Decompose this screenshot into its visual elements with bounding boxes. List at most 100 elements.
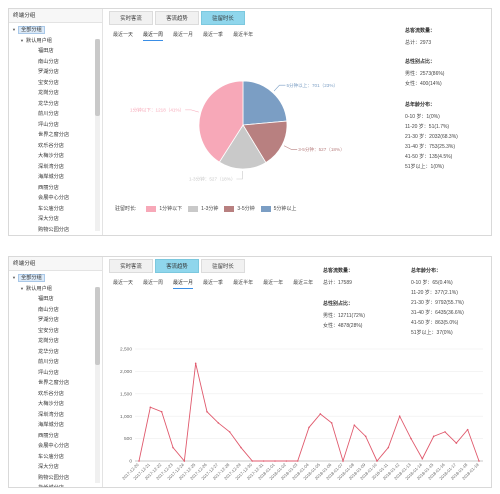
- tree-store-item[interactable]: 龙岗分店: [38, 338, 59, 344]
- caret-down-icon[interactable]: ▼: [12, 27, 16, 32]
- tree-store-item[interactable]: 购物公园分店: [38, 474, 70, 481]
- tree-store-item[interactable]: 罗湖分店: [38, 317, 59, 323]
- range-month[interactable]: 最近一月: [173, 279, 194, 289]
- y-tick-label: 1,500: [120, 391, 132, 397]
- range-week[interactable]: 最近一周: [143, 280, 164, 286]
- stats-block: 总客流数量： 总计：2973 总性别占比： 男性：2573(86%) 女性：40…: [405, 27, 458, 172]
- tree-store-item[interactable]: 龙岗分店: [38, 90, 59, 96]
- range-halfyear[interactable]: 最近半年: [233, 280, 254, 286]
- tree-store-item[interactable]: 龙华分店: [38, 100, 59, 107]
- tab-realtime[interactable]: 实时客流: [109, 259, 153, 273]
- tree-store-item[interactable]: 车公庙分店: [38, 205, 64, 212]
- tab-dwell[interactable]: 驻留时长: [201, 11, 245, 25]
- tab-trend[interactable]: 客流趋势: [155, 11, 199, 25]
- tree-store-item[interactable]: 海岸城分店: [38, 174, 64, 180]
- tree-store-item[interactable]: 深大分店: [38, 464, 59, 470]
- legend-swatch: [188, 205, 199, 212]
- tree-group-label[interactable]: 默认用户组: [26, 285, 52, 292]
- tree-store-item[interactable]: 车公庙分店: [38, 453, 64, 460]
- tree-store-item[interactable]: 宝安分店: [38, 79, 59, 86]
- data-point: [319, 413, 322, 415]
- scroll-thumb[interactable]: [95, 287, 100, 366]
- tree-store-item[interactable]: 世界之窗分店: [38, 380, 70, 386]
- tree-store-item[interactable]: 深圳湾分店: [38, 411, 64, 418]
- tree-store-item[interactable]: 西丽分店: [38, 432, 59, 439]
- tree-store-item[interactable]: 福田店: [38, 48, 54, 54]
- tree-group[interactable]: ▼ 默认用户组: [12, 36, 102, 47]
- gender-male: 男性：12711(72%): [323, 313, 365, 319]
- scroll-thumb[interactable]: [95, 39, 100, 116]
- legend-item-3[interactable]: 5分钟以上: [260, 205, 296, 212]
- caret-down-icon[interactable]: ▼: [20, 37, 24, 43]
- tree-root[interactable]: ▼ 全部分组: [12, 25, 102, 36]
- tree-store-item[interactable]: 会展中心分店: [38, 443, 70, 449]
- legend-item-1[interactable]: 1-3分钟: [188, 205, 218, 212]
- legend-title: 驻留时长:: [115, 206, 137, 212]
- scrollbar[interactable]: [95, 287, 100, 483]
- data-point: [149, 406, 152, 409]
- tree-root-label[interactable]: 全部分组: [18, 26, 45, 34]
- tree-store-item[interactable]: 龙华分店: [38, 348, 59, 355]
- caret-down-icon[interactable]: ▼: [12, 275, 16, 280]
- tree-store-item[interactable]: 前川分店: [38, 359, 59, 365]
- data-point: [183, 460, 186, 462]
- tree-group-label[interactable]: 默认用户组: [26, 37, 52, 44]
- tab-realtime[interactable]: 实时客流: [109, 11, 153, 25]
- range-tabs: 最近一天 最近一周 最近一月 最近一季 最近半年 最近一年 最近三年: [113, 279, 313, 289]
- legend-item-2[interactable]: 3-5分钟: [224, 205, 255, 212]
- tree-store-item[interactable]: 坪山分店: [38, 121, 59, 128]
- range-day[interactable]: 最近一天: [113, 280, 134, 286]
- tree-root-label[interactable]: 全部分组: [18, 274, 45, 282]
- tree-store-item[interactable]: 大梅沙分店: [38, 153, 64, 159]
- range-halfyear[interactable]: 最近半年: [233, 32, 254, 38]
- tree-store-item[interactable]: 深大分店: [38, 216, 59, 222]
- tree-store-item[interactable]: 欢乐谷分店: [38, 390, 64, 397]
- pie-slice-label: 5分钟以上：701（23%）: [286, 82, 338, 89]
- tree-store-item[interactable]: 华侨城分店: [12, 483, 102, 487]
- y-tick-label: 1,000: [120, 414, 132, 420]
- caret-down-icon[interactable]: ▼: [20, 285, 24, 291]
- legend-swatch: [224, 205, 235, 212]
- age-row: 41-50 岁：863(5.0%): [411, 320, 459, 326]
- tree-store-item[interactable]: 西丽分店: [38, 184, 59, 191]
- tree-store-item[interactable]: 宝安分店: [38, 327, 59, 334]
- tree-store-item[interactable]: 罗湖分店: [38, 69, 59, 75]
- tree-store-item[interactable]: 南山分店: [38, 58, 59, 65]
- range-month[interactable]: 最近一月: [173, 32, 194, 38]
- age-row: 21-30 岁：2032(68.3%): [405, 134, 458, 140]
- y-tick-label: 2,000: [120, 369, 132, 375]
- tree-store-item[interactable]: 福田店: [38, 296, 54, 302]
- legend-swatch: [260, 205, 271, 212]
- tree-store-item[interactable]: 欢乐谷分店: [38, 142, 64, 149]
- tree-root[interactable]: ▼ 全部分组: [12, 273, 102, 284]
- data-point: [194, 362, 197, 365]
- age-title: 总年龄分布：: [405, 102, 436, 108]
- age-row: 0-10 岁：1(0%): [405, 114, 440, 120]
- range-quarter[interactable]: 最近一季: [203, 32, 224, 38]
- tree-store-item[interactable]: 南山分店: [38, 306, 59, 313]
- legend-item-0[interactable]: 1分钟以下: [146, 205, 182, 212]
- tree-store-item[interactable]: 世界之窗分店: [38, 132, 70, 138]
- range-quarter[interactable]: 最近一季: [203, 280, 224, 286]
- pie-slice: [242, 120, 288, 164]
- data-point: [308, 426, 310, 429]
- data-point: [364, 435, 367, 438]
- data-point: [296, 460, 299, 462]
- tree-store-item[interactable]: 购物公园分店: [38, 226, 70, 233]
- scrollbar[interactable]: [95, 39, 100, 231]
- tree-store-item[interactable]: 大梅沙分店: [38, 401, 64, 407]
- tree-store-item[interactable]: 海岸城分店: [38, 422, 64, 428]
- range-year[interactable]: 最近一年: [263, 280, 284, 286]
- total-value: 总计：2973: [405, 40, 432, 46]
- tree-store-item[interactable]: 前川分店: [38, 111, 59, 117]
- age-row: 11-20 岁：377(2.1%): [411, 290, 458, 296]
- tree-store-item[interactable]: 会展中心分店: [38, 195, 70, 201]
- tree-group[interactable]: ▼ 默认用户组: [12, 284, 102, 295]
- tab-dwell[interactable]: 驻留时长: [201, 259, 245, 273]
- range-day[interactable]: 最近一天: [113, 32, 134, 38]
- tree-store-item[interactable]: 深圳湾分店: [38, 163, 64, 170]
- range-week[interactable]: 最近一周: [143, 31, 164, 41]
- range-3years[interactable]: 最近三年: [293, 280, 314, 286]
- tab-trend[interactable]: 客流趋势: [155, 259, 199, 273]
- tree-store-item[interactable]: 坪山分店: [38, 369, 59, 376]
